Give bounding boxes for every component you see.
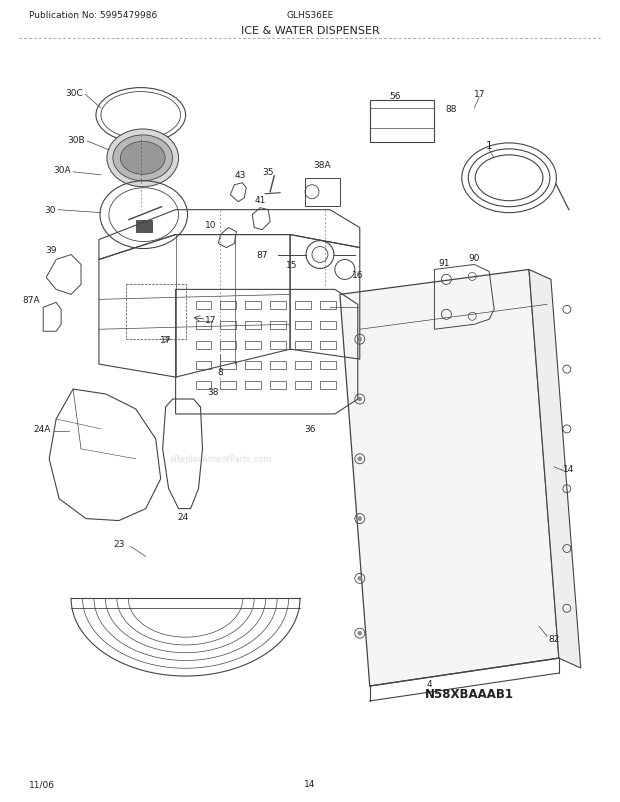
Text: 4: 4 xyxy=(427,678,432,687)
Bar xyxy=(320,382,336,390)
Bar xyxy=(270,342,286,350)
Text: 23: 23 xyxy=(113,539,125,549)
Text: Publication No: 5995479986: Publication No: 5995479986 xyxy=(29,10,157,20)
Text: eReplacementParts.com: eReplacementParts.com xyxy=(169,455,272,464)
Text: 39: 39 xyxy=(45,245,57,255)
Text: 30B: 30B xyxy=(68,136,85,145)
Text: 38: 38 xyxy=(208,387,219,396)
Text: 90: 90 xyxy=(469,253,480,263)
Bar xyxy=(295,362,311,370)
Bar xyxy=(220,302,236,310)
Bar xyxy=(320,362,336,370)
Text: 87: 87 xyxy=(257,251,268,260)
Circle shape xyxy=(358,338,361,342)
Bar xyxy=(220,362,236,370)
Text: 17: 17 xyxy=(160,335,171,344)
Bar xyxy=(246,362,261,370)
Bar xyxy=(246,322,261,330)
Text: N58XBAAAB1: N58XBAAAB1 xyxy=(425,687,514,701)
Bar xyxy=(270,302,286,310)
Text: 30C: 30C xyxy=(65,88,83,98)
Bar xyxy=(320,342,336,350)
Circle shape xyxy=(358,631,361,635)
Text: 8: 8 xyxy=(218,367,223,376)
Text: 10: 10 xyxy=(205,221,216,230)
Text: 91: 91 xyxy=(438,259,450,268)
Bar xyxy=(320,322,336,330)
Bar xyxy=(320,302,336,310)
Bar xyxy=(220,322,236,330)
Ellipse shape xyxy=(120,142,165,175)
Text: GLHS36EE: GLHS36EE xyxy=(286,10,334,20)
Text: 16: 16 xyxy=(352,270,363,280)
Bar xyxy=(270,362,286,370)
Text: 36: 36 xyxy=(304,425,316,434)
Text: 87A: 87A xyxy=(22,295,40,305)
Bar xyxy=(295,382,311,390)
Text: 30A: 30A xyxy=(53,166,71,175)
Text: 30: 30 xyxy=(45,206,56,215)
Ellipse shape xyxy=(113,136,172,181)
Ellipse shape xyxy=(107,130,179,188)
Bar xyxy=(370,101,435,143)
Bar xyxy=(246,342,261,350)
Text: 56: 56 xyxy=(389,91,401,100)
Circle shape xyxy=(358,398,361,402)
Bar xyxy=(220,342,236,350)
Text: 88: 88 xyxy=(446,104,457,113)
Bar xyxy=(195,322,211,330)
Bar xyxy=(295,302,311,310)
Bar xyxy=(305,179,340,206)
Bar xyxy=(295,322,311,330)
Text: 24A: 24A xyxy=(33,425,51,434)
Circle shape xyxy=(358,457,361,461)
Bar xyxy=(195,362,211,370)
Text: 17: 17 xyxy=(205,315,216,324)
Polygon shape xyxy=(340,270,559,687)
Bar xyxy=(220,382,236,390)
Text: 24: 24 xyxy=(177,512,188,521)
Text: 82: 82 xyxy=(548,634,560,643)
Bar xyxy=(126,285,185,340)
Bar xyxy=(270,382,286,390)
Text: 1: 1 xyxy=(486,140,492,151)
Bar xyxy=(195,382,211,390)
Text: 38A: 38A xyxy=(313,161,330,170)
Bar xyxy=(195,342,211,350)
Bar xyxy=(136,221,152,233)
Text: 11/06: 11/06 xyxy=(29,780,55,788)
Polygon shape xyxy=(529,270,581,668)
Bar xyxy=(246,382,261,390)
Text: 15: 15 xyxy=(286,261,298,269)
Circle shape xyxy=(358,577,361,581)
Bar xyxy=(295,342,311,350)
Text: 41: 41 xyxy=(255,196,266,205)
Text: 17: 17 xyxy=(474,90,485,99)
Text: 14: 14 xyxy=(563,464,575,474)
Text: 35: 35 xyxy=(262,168,274,177)
Bar xyxy=(246,302,261,310)
Text: 14: 14 xyxy=(304,780,316,788)
Text: ICE & WATER DISPENSER: ICE & WATER DISPENSER xyxy=(241,26,379,36)
Bar xyxy=(195,302,211,310)
Text: 43: 43 xyxy=(234,171,246,180)
Bar xyxy=(270,322,286,330)
Circle shape xyxy=(358,517,361,521)
